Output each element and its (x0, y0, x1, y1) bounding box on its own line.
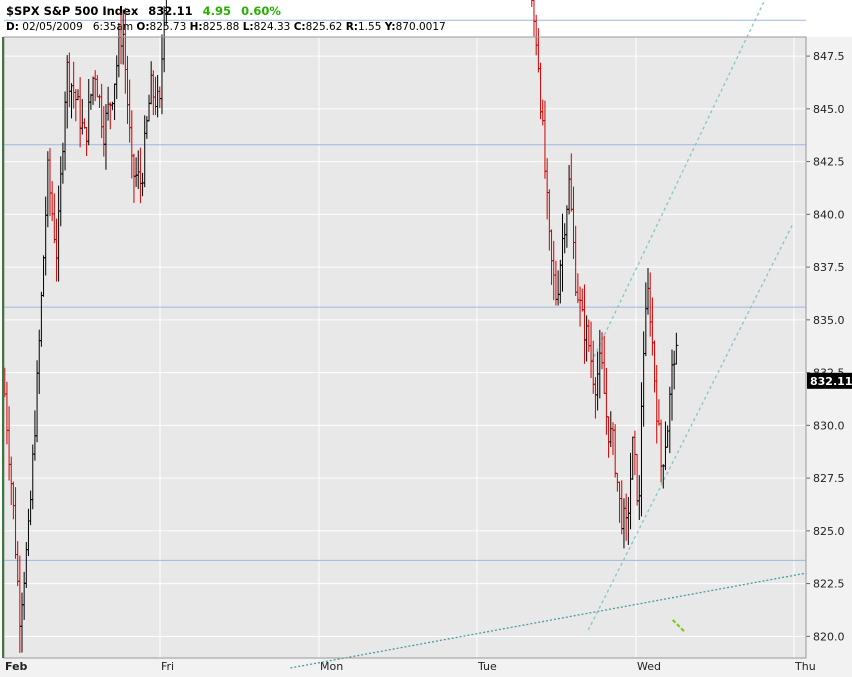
y-tick-label: 820.0 (813, 630, 845, 643)
y-label: Y: (384, 21, 396, 33)
low-label: L: (242, 21, 254, 33)
channel-lower (587, 224, 794, 631)
range-value: 1.55 (358, 21, 382, 33)
high-label: H: (189, 21, 203, 33)
date-value: 02/05/2009 (22, 21, 83, 33)
y-tick-label: 825.0 (813, 525, 845, 538)
x-tick-label: Mon (320, 660, 343, 673)
symbol-name: $SPX S&P 500 Index (6, 4, 139, 18)
x-tick-label: Wed (637, 660, 661, 673)
open-value: 825.73 (149, 21, 187, 33)
y-tick-label: 842.5 (813, 156, 845, 169)
date-label: D: (6, 21, 19, 33)
y-tick-label: 822.5 (813, 578, 845, 591)
plot-area (4, 37, 806, 658)
y-tick-label: 827.5 (813, 472, 845, 485)
open-label: O: (136, 21, 150, 33)
y-tick-label: 840.0 (813, 208, 845, 221)
x-tick-label: Feb (5, 660, 28, 673)
close-label: C: (293, 21, 306, 33)
y-tick-label: 845.0 (813, 103, 845, 116)
y-tick-label: 847.5 (813, 50, 845, 63)
price-change-percent: 0.60% (241, 4, 281, 18)
y-axis-panel (806, 37, 852, 658)
price-change: 4.95 (202, 4, 232, 18)
high-value: 825.88 (202, 21, 240, 33)
y-tick-label: 830.0 (813, 419, 845, 432)
low-value: 824.33 (253, 21, 291, 33)
last-price-tag-label: 832.11 (810, 375, 852, 388)
lower-trendline (290, 572, 807, 669)
range-label: R: (345, 21, 358, 33)
x-axis-panel (0, 658, 852, 677)
close-value: 825.62 (305, 21, 343, 33)
wave-marker-dash (671, 619, 686, 633)
x-tick-label: Tue (477, 660, 497, 673)
last-price: 832.11 (148, 4, 193, 18)
chart-title-bar: $SPX S&P 500 Index 832.11 4.95 0.60% (6, 4, 281, 18)
x-tick-label: Fri (161, 660, 174, 673)
y-value: 870.0017 (395, 21, 446, 33)
y-tick-label: 835.0 (813, 314, 845, 327)
y-tick-label: 837.5 (813, 261, 845, 274)
ohlc-info-bar: D: 02/05/2009 6:35am O:825.73 H:825.88 L… (6, 21, 446, 33)
x-tick-label: Thu (794, 660, 816, 673)
last-price-tag (807, 372, 852, 389)
